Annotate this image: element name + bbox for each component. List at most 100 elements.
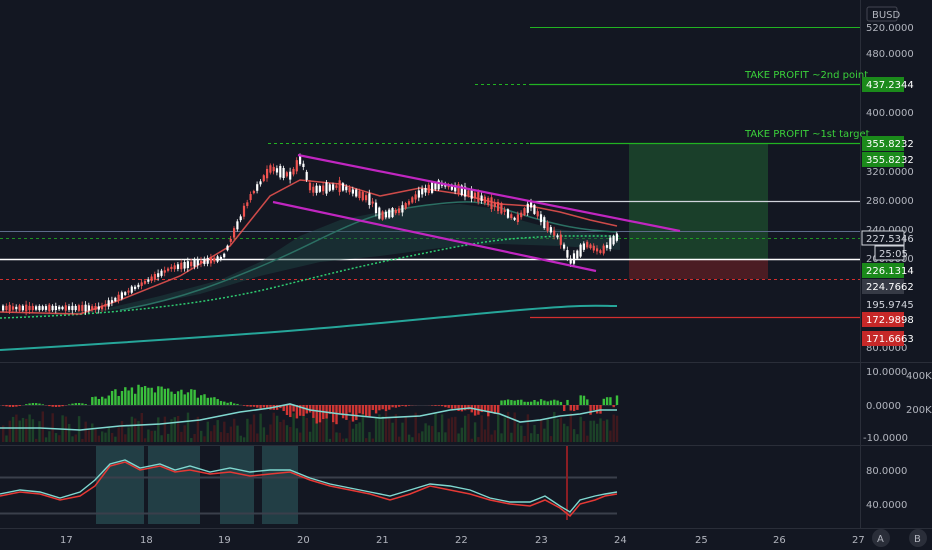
histogram-bar xyxy=(437,405,440,406)
volume-bar xyxy=(157,417,160,442)
volume-bar xyxy=(431,426,434,442)
log-scale-button[interactable]: B xyxy=(909,529,927,547)
volume-bar xyxy=(533,425,536,442)
candle xyxy=(242,205,246,217)
histogram-bar xyxy=(183,394,186,405)
candle xyxy=(312,186,315,193)
candle xyxy=(407,201,411,205)
candle xyxy=(454,185,457,192)
volume-bar xyxy=(404,416,407,442)
volume-bar xyxy=(318,417,322,442)
histogram-bar xyxy=(176,391,180,405)
candle xyxy=(381,211,384,220)
histogram-bar xyxy=(140,387,143,405)
ma-dotted-green xyxy=(0,235,620,319)
histogram-bar xyxy=(328,405,332,414)
time-axis[interactable]: 17 18 19 20 21 22 23 24 25 26 27 xyxy=(60,535,865,546)
volume-bar xyxy=(338,432,341,442)
histogram-bar xyxy=(282,405,285,412)
candle xyxy=(31,305,34,311)
volume-bar xyxy=(91,423,94,442)
histogram-bar xyxy=(549,400,553,405)
osc2-axis[interactable]: 80.0000 40.0000 xyxy=(866,466,907,511)
volume-bar xyxy=(87,430,91,442)
candle xyxy=(94,306,97,310)
histogram-bar xyxy=(206,397,209,405)
histogram-bar xyxy=(312,405,315,418)
candle xyxy=(44,306,48,310)
volume-bar xyxy=(196,416,200,442)
candle xyxy=(124,292,127,295)
volume-bar xyxy=(407,434,411,442)
histogram-bar xyxy=(407,405,411,406)
histogram-bar xyxy=(536,401,539,405)
channel-lower-line[interactable] xyxy=(272,200,597,273)
channel-upper-line[interactable] xyxy=(297,153,681,233)
candle xyxy=(605,245,609,248)
auto-scale-button[interactable]: A xyxy=(872,529,890,547)
volume-bar xyxy=(11,416,15,442)
volume-bar xyxy=(104,432,107,442)
histogram-bar xyxy=(374,405,378,414)
overbought-band xyxy=(148,446,200,524)
candle xyxy=(510,214,513,219)
candle xyxy=(262,175,265,182)
volume-bar xyxy=(414,412,417,442)
candle xyxy=(51,305,54,311)
histogram-bar xyxy=(134,393,137,405)
candle xyxy=(68,306,71,310)
volume-bar xyxy=(569,413,572,442)
candle xyxy=(28,305,31,311)
histogram-bar xyxy=(615,395,619,405)
candle xyxy=(137,284,140,288)
candle xyxy=(477,191,480,202)
volume-bar xyxy=(74,434,77,442)
candle xyxy=(414,194,417,200)
time-tick: 25 xyxy=(695,535,708,546)
volume-bar xyxy=(374,417,378,442)
candle xyxy=(18,305,21,311)
volume-bar xyxy=(272,412,275,442)
volume-bar xyxy=(589,420,592,442)
candle xyxy=(388,209,391,218)
candle xyxy=(279,165,282,178)
histogram-bar xyxy=(338,405,341,414)
candle xyxy=(81,305,84,311)
histogram-bar xyxy=(84,404,87,405)
candle xyxy=(239,216,242,221)
price-label-box xyxy=(862,152,904,167)
candle xyxy=(398,208,401,213)
candlestick-series[interactable] xyxy=(2,153,618,316)
candle xyxy=(500,203,503,214)
volume-bar xyxy=(94,429,97,442)
volume-bar xyxy=(223,421,226,442)
osc1-axis[interactable]: 10.0000 0.0000 -10.0000 400K 200K xyxy=(863,367,932,444)
histogram-bar xyxy=(526,401,530,405)
candle xyxy=(556,235,559,238)
histogram-bar xyxy=(249,405,252,407)
candle xyxy=(5,305,8,311)
price-axis[interactable]: BUSD 520.0000 480.0000 400.0000 320.0000… xyxy=(861,6,914,354)
candle xyxy=(84,304,87,312)
candle xyxy=(549,227,552,233)
price-label-box xyxy=(862,136,904,151)
histogram-bar xyxy=(130,387,134,405)
histogram-bar xyxy=(193,389,196,405)
price-label: 195.9745 xyxy=(866,300,914,311)
candle xyxy=(563,244,566,249)
volume-bar xyxy=(203,436,206,442)
volume-bar xyxy=(605,419,609,442)
volume-bar xyxy=(351,428,355,442)
volume-bar xyxy=(394,414,398,442)
histogram-bar xyxy=(285,405,289,416)
histogram-bar xyxy=(612,405,615,408)
volume-bar xyxy=(2,425,5,442)
candle xyxy=(447,185,450,188)
volume-bar xyxy=(348,420,351,442)
histogram-bar xyxy=(384,405,388,412)
volume-bar xyxy=(312,416,315,442)
volume-bar xyxy=(398,436,401,442)
candle xyxy=(335,185,338,188)
candle xyxy=(615,233,618,241)
